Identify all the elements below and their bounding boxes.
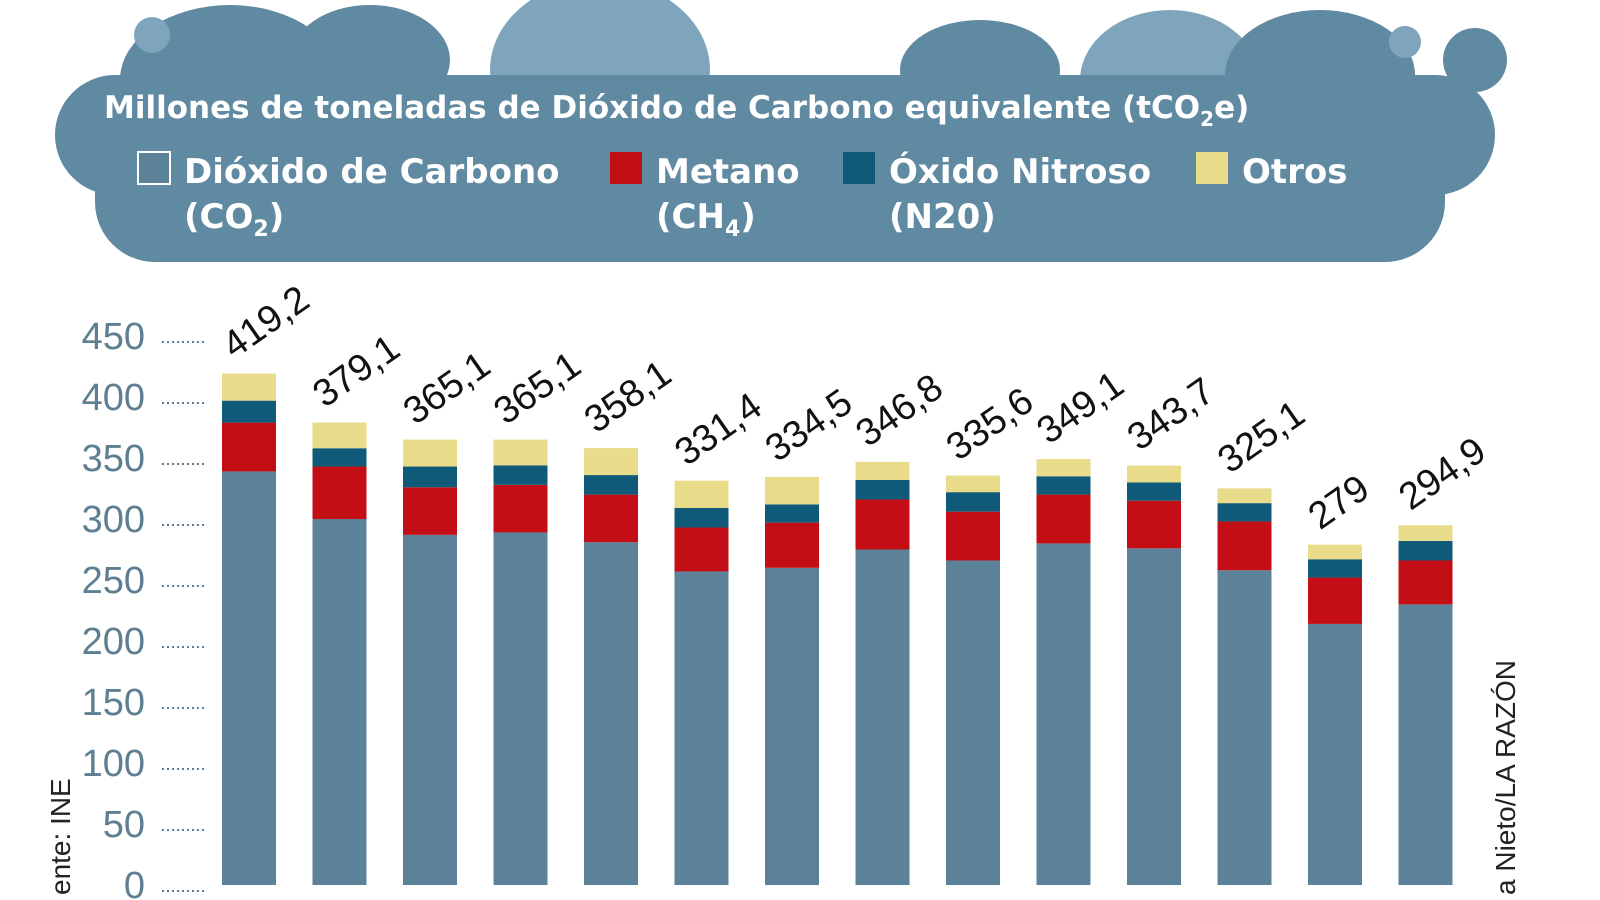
bar-segment <box>1398 560 1453 605</box>
credit-label: a Nieto/LA RAZÓN <box>1490 660 1521 895</box>
total-label: 334,5 <box>758 381 860 470</box>
bar-segment <box>1036 543 1091 885</box>
bar-segment <box>674 508 729 528</box>
bar-segment <box>1127 548 1181 885</box>
y-tick-label: 250 <box>82 560 145 602</box>
bar-segment <box>765 567 819 885</box>
bar-segment <box>312 422 367 449</box>
legend-swatch <box>1196 152 1228 184</box>
y-tick-label: 400 <box>82 377 145 419</box>
bar-segment <box>1398 604 1453 885</box>
legend-label: Óxido Nitroso <box>889 151 1151 192</box>
bar-segment <box>1398 540 1453 561</box>
bar-segment <box>765 504 819 523</box>
legend: Dióxido de Carbono (CO2) Metano (CH4) Óxido … <box>137 151 1348 242</box>
bar-segment <box>946 492 1000 512</box>
cloud-banner <box>55 0 1507 262</box>
y-tick-label: 300 <box>82 499 145 541</box>
bar-segment <box>855 479 910 500</box>
bar-segment <box>855 461 910 480</box>
total-label: 379,1 <box>306 327 408 416</box>
total-label: 419,2 <box>215 278 317 367</box>
bar-segment <box>674 527 729 572</box>
bar-segment <box>1127 500 1181 549</box>
bar-segment <box>403 534 457 885</box>
bar-segment <box>584 494 638 543</box>
bar-segment <box>1217 503 1272 522</box>
total-label: 346,8 <box>849 366 951 455</box>
bar-segment <box>312 519 367 885</box>
source-label: ente: INE <box>45 778 76 895</box>
bar-segment <box>493 532 548 885</box>
legend-label-formula: (CO2) <box>184 197 284 242</box>
legend-label: Metano <box>656 152 800 192</box>
total-label: 325,1 <box>1211 393 1313 482</box>
bar-segment <box>674 480 729 509</box>
bar-segment <box>584 475 638 495</box>
bars <box>222 373 1453 885</box>
bar-segment <box>1308 623 1362 885</box>
bar-segment <box>584 448 638 476</box>
y-tick-label: 100 <box>82 743 145 785</box>
legend-label-formula: (CH4) <box>656 197 756 242</box>
bar-segment <box>584 542 638 885</box>
bar-segment <box>1127 465 1181 483</box>
legend-swatch <box>137 151 171 185</box>
bar-segment <box>312 448 367 467</box>
bar-segment <box>855 499 910 550</box>
total-label: 279 <box>1301 467 1377 538</box>
total-label: 294,9 <box>1392 430 1494 519</box>
legend-label: Otros <box>1242 152 1348 192</box>
y-tick-label: 150 <box>82 682 145 724</box>
bar-segment <box>1217 521 1272 571</box>
total-label: 365,1 <box>396 344 498 433</box>
bar-segment <box>1398 525 1453 541</box>
y-tick-label: 350 <box>82 438 145 480</box>
bar-segment <box>493 465 548 485</box>
bar-segment <box>1036 494 1091 544</box>
total-label: 349,1 <box>1030 364 1132 453</box>
total-label: 358,1 <box>577 353 679 442</box>
bar-segment <box>493 439 548 466</box>
total-label: 335,6 <box>939 380 1041 469</box>
bar-segment <box>222 422 276 472</box>
bar-segment <box>674 571 729 885</box>
bar-segment <box>1217 488 1272 504</box>
bar-segment <box>403 487 457 535</box>
bar-segment <box>312 466 367 519</box>
bar-segment <box>946 475 1000 493</box>
y-axis: 0 50 100 150 200 250 300 350 400 450 <box>82 316 207 900</box>
bar-segment <box>222 373 276 401</box>
bar-segment <box>1308 577 1362 624</box>
total-label: 365,1 <box>487 344 589 433</box>
legend-swatch <box>610 152 642 184</box>
legend-swatch <box>843 152 875 184</box>
y-tick-label: 0 <box>124 865 145 900</box>
bar-segment <box>855 549 910 885</box>
chart-title: Millones de toneladas de Dióxido de Carb… <box>104 90 1249 131</box>
bar-segment <box>1036 459 1091 477</box>
bar-segment <box>1308 544 1362 560</box>
legend-label: Dióxido de Carbono <box>184 152 560 192</box>
total-label: 343,7 <box>1120 370 1222 459</box>
y-tick-label: 450 <box>82 316 145 358</box>
bar-segment <box>493 484 548 533</box>
bar-segment <box>222 471 276 885</box>
y-tick-label: 200 <box>82 621 145 663</box>
bar-segment <box>1308 559 1362 578</box>
y-tick-label: 50 <box>103 804 145 846</box>
bar-segment <box>1217 570 1272 885</box>
bar-segment <box>1127 482 1181 501</box>
bar-segment <box>403 439 457 467</box>
bar-segment <box>222 400 276 423</box>
bar-segment <box>403 466 457 488</box>
legend-label-formula: (N20) <box>889 197 996 237</box>
bar-segment <box>946 560 1000 885</box>
bar-segment <box>946 511 1000 561</box>
bar-segment <box>1036 476 1091 495</box>
bar-segment <box>765 476 819 505</box>
bar-segment <box>765 522 819 568</box>
total-label: 331,4 <box>668 385 770 474</box>
